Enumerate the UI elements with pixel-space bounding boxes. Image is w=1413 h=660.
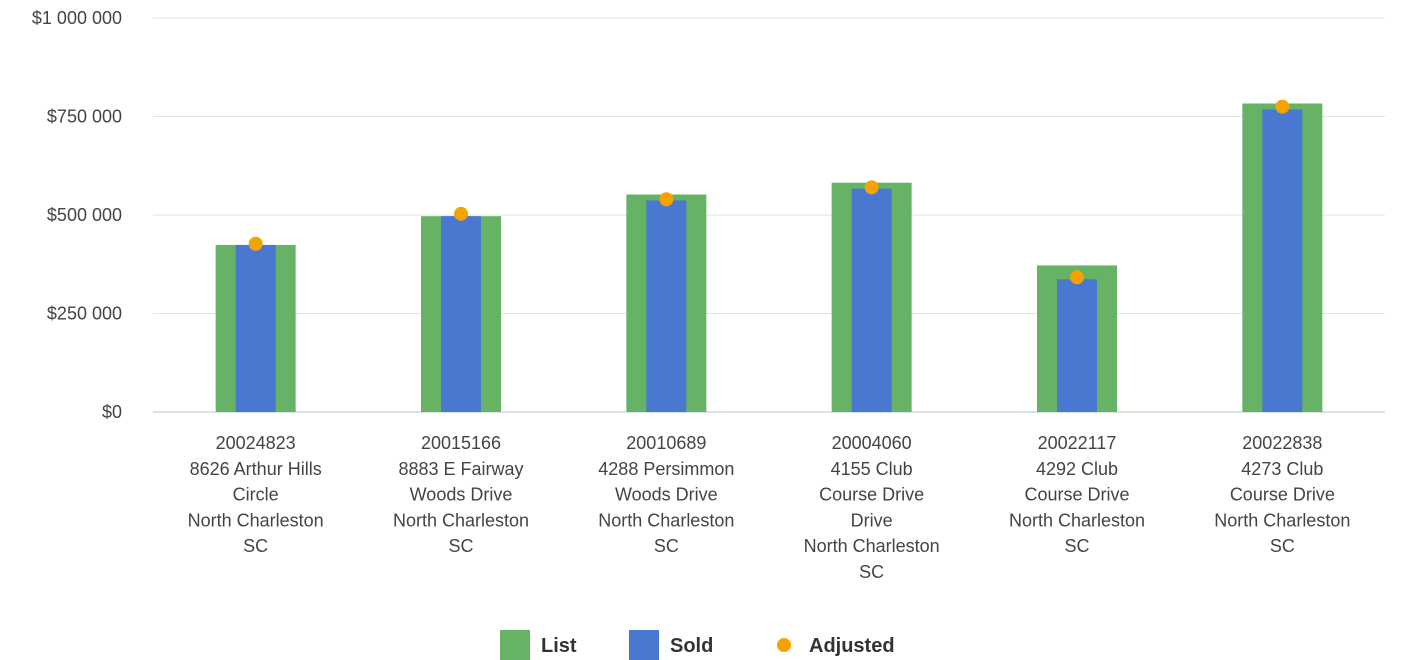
x-tick-label-line: 4292 Club [1036, 459, 1118, 479]
sold-bar [235, 244, 276, 412]
x-tick-label-line: SC [654, 536, 679, 556]
x-tick-label-line: 8883 E Fairway [398, 459, 523, 479]
legend-sold-label: Sold [670, 635, 713, 657]
x-tick-label: 20010689 4288 Persimmon Woods Drive North C… [598, 433, 734, 556]
x-axis-labels: 20024823 8626 Arthur Hills Circle North Cha… [188, 433, 1351, 582]
y-tick-label: $0 [102, 402, 122, 422]
x-tick-label-line: SC [859, 562, 884, 582]
x-tick-label-line: SC [448, 536, 473, 556]
adjusted-point [1070, 270, 1084, 285]
legend-adjusted-label: Adjusted [809, 635, 895, 657]
x-tick-label-line: Course Drive [1230, 485, 1335, 505]
x-tick-label-line: 4288 Persimmon [598, 459, 734, 479]
x-tick-label-line: Woods Drive [615, 485, 718, 505]
adjusted-point [659, 192, 674, 207]
x-tick-label-line: North Charleston [1214, 510, 1350, 530]
adjusted-points [248, 99, 1290, 285]
x-tick-label-line: 20004060 [832, 433, 912, 453]
sold-bar [441, 216, 481, 412]
x-tick-label-line: North Charleston [393, 510, 529, 530]
x-tick-label: 20024823 8626 Arthur Hills Circle North Cha… [188, 433, 324, 556]
legend: List Sold Adjusted [500, 630, 895, 660]
y-tick-label: $500 000 [47, 205, 122, 225]
x-tick-label-line: North Charleston [804, 536, 940, 556]
legend-sold-swatch [629, 630, 659, 660]
x-tick-label: 20022838 4273 Club Course Drive North Charl… [1214, 433, 1350, 556]
x-tick-label-line: 20022838 [1242, 433, 1322, 453]
bars [215, 103, 1323, 413]
x-tick-label: 20004060 4155 Club Course Drive Drive North … [804, 433, 940, 582]
x-tick-label-line: 4273 Club [1241, 459, 1323, 479]
x-tick-label-line: North Charleston [188, 510, 324, 530]
sold-bar [1057, 279, 1097, 412]
x-tick-label-line: 8626 Arthur Hills [190, 459, 322, 479]
x-tick-label-line: North Charleston [1009, 510, 1145, 530]
grid-lines [153, 17, 1385, 413]
legend-list-swatch [500, 630, 530, 660]
x-tick-label-line: 20010689 [626, 433, 706, 453]
x-tick-label-line: North Charleston [598, 510, 734, 530]
sold-bar [646, 200, 687, 412]
y-tick-label: $750 000 [47, 107, 122, 127]
y-axis-labels: $0 $250 000 $500 000 $750 000 $1 000 000 [32, 8, 122, 422]
x-tick-label-line: SC [243, 536, 268, 556]
x-tick-label-line: 4155 Club [831, 459, 913, 479]
sold-bar [1262, 109, 1303, 413]
legend-adjusted-swatch [777, 638, 791, 652]
x-tick-label-line: 20015166 [421, 433, 501, 453]
x-tick-label-line: 20022117 [1038, 433, 1117, 453]
y-tick-label: $1 000 000 [32, 8, 122, 28]
x-tick-label-line: SC [1270, 536, 1295, 556]
x-tick-label-line: Course Drive [819, 485, 924, 505]
x-tick-label-line: Course Drive [1024, 485, 1129, 505]
adjusted-point [454, 206, 468, 221]
y-tick-label: $250 000 [47, 304, 122, 324]
sold-bar [851, 188, 892, 412]
adjusted-point [864, 180, 879, 195]
x-tick-label-line: Drive [851, 510, 893, 530]
x-tick-label-line: 20024823 [216, 433, 296, 453]
adjusted-point [248, 236, 263, 251]
adjusted-point [1275, 99, 1290, 114]
x-tick-label-line: SC [1064, 536, 1089, 556]
x-tick-label: 20022117 4292 Club Course Drive North Charl… [1009, 433, 1145, 556]
legend-list-label: List [541, 635, 577, 657]
x-tick-label-line: Woods Drive [410, 485, 513, 505]
x-tick-label: 20015166 8883 E Fairway Woods Drive North C… [393, 433, 529, 556]
x-tick-label-line: Circle [233, 485, 279, 505]
